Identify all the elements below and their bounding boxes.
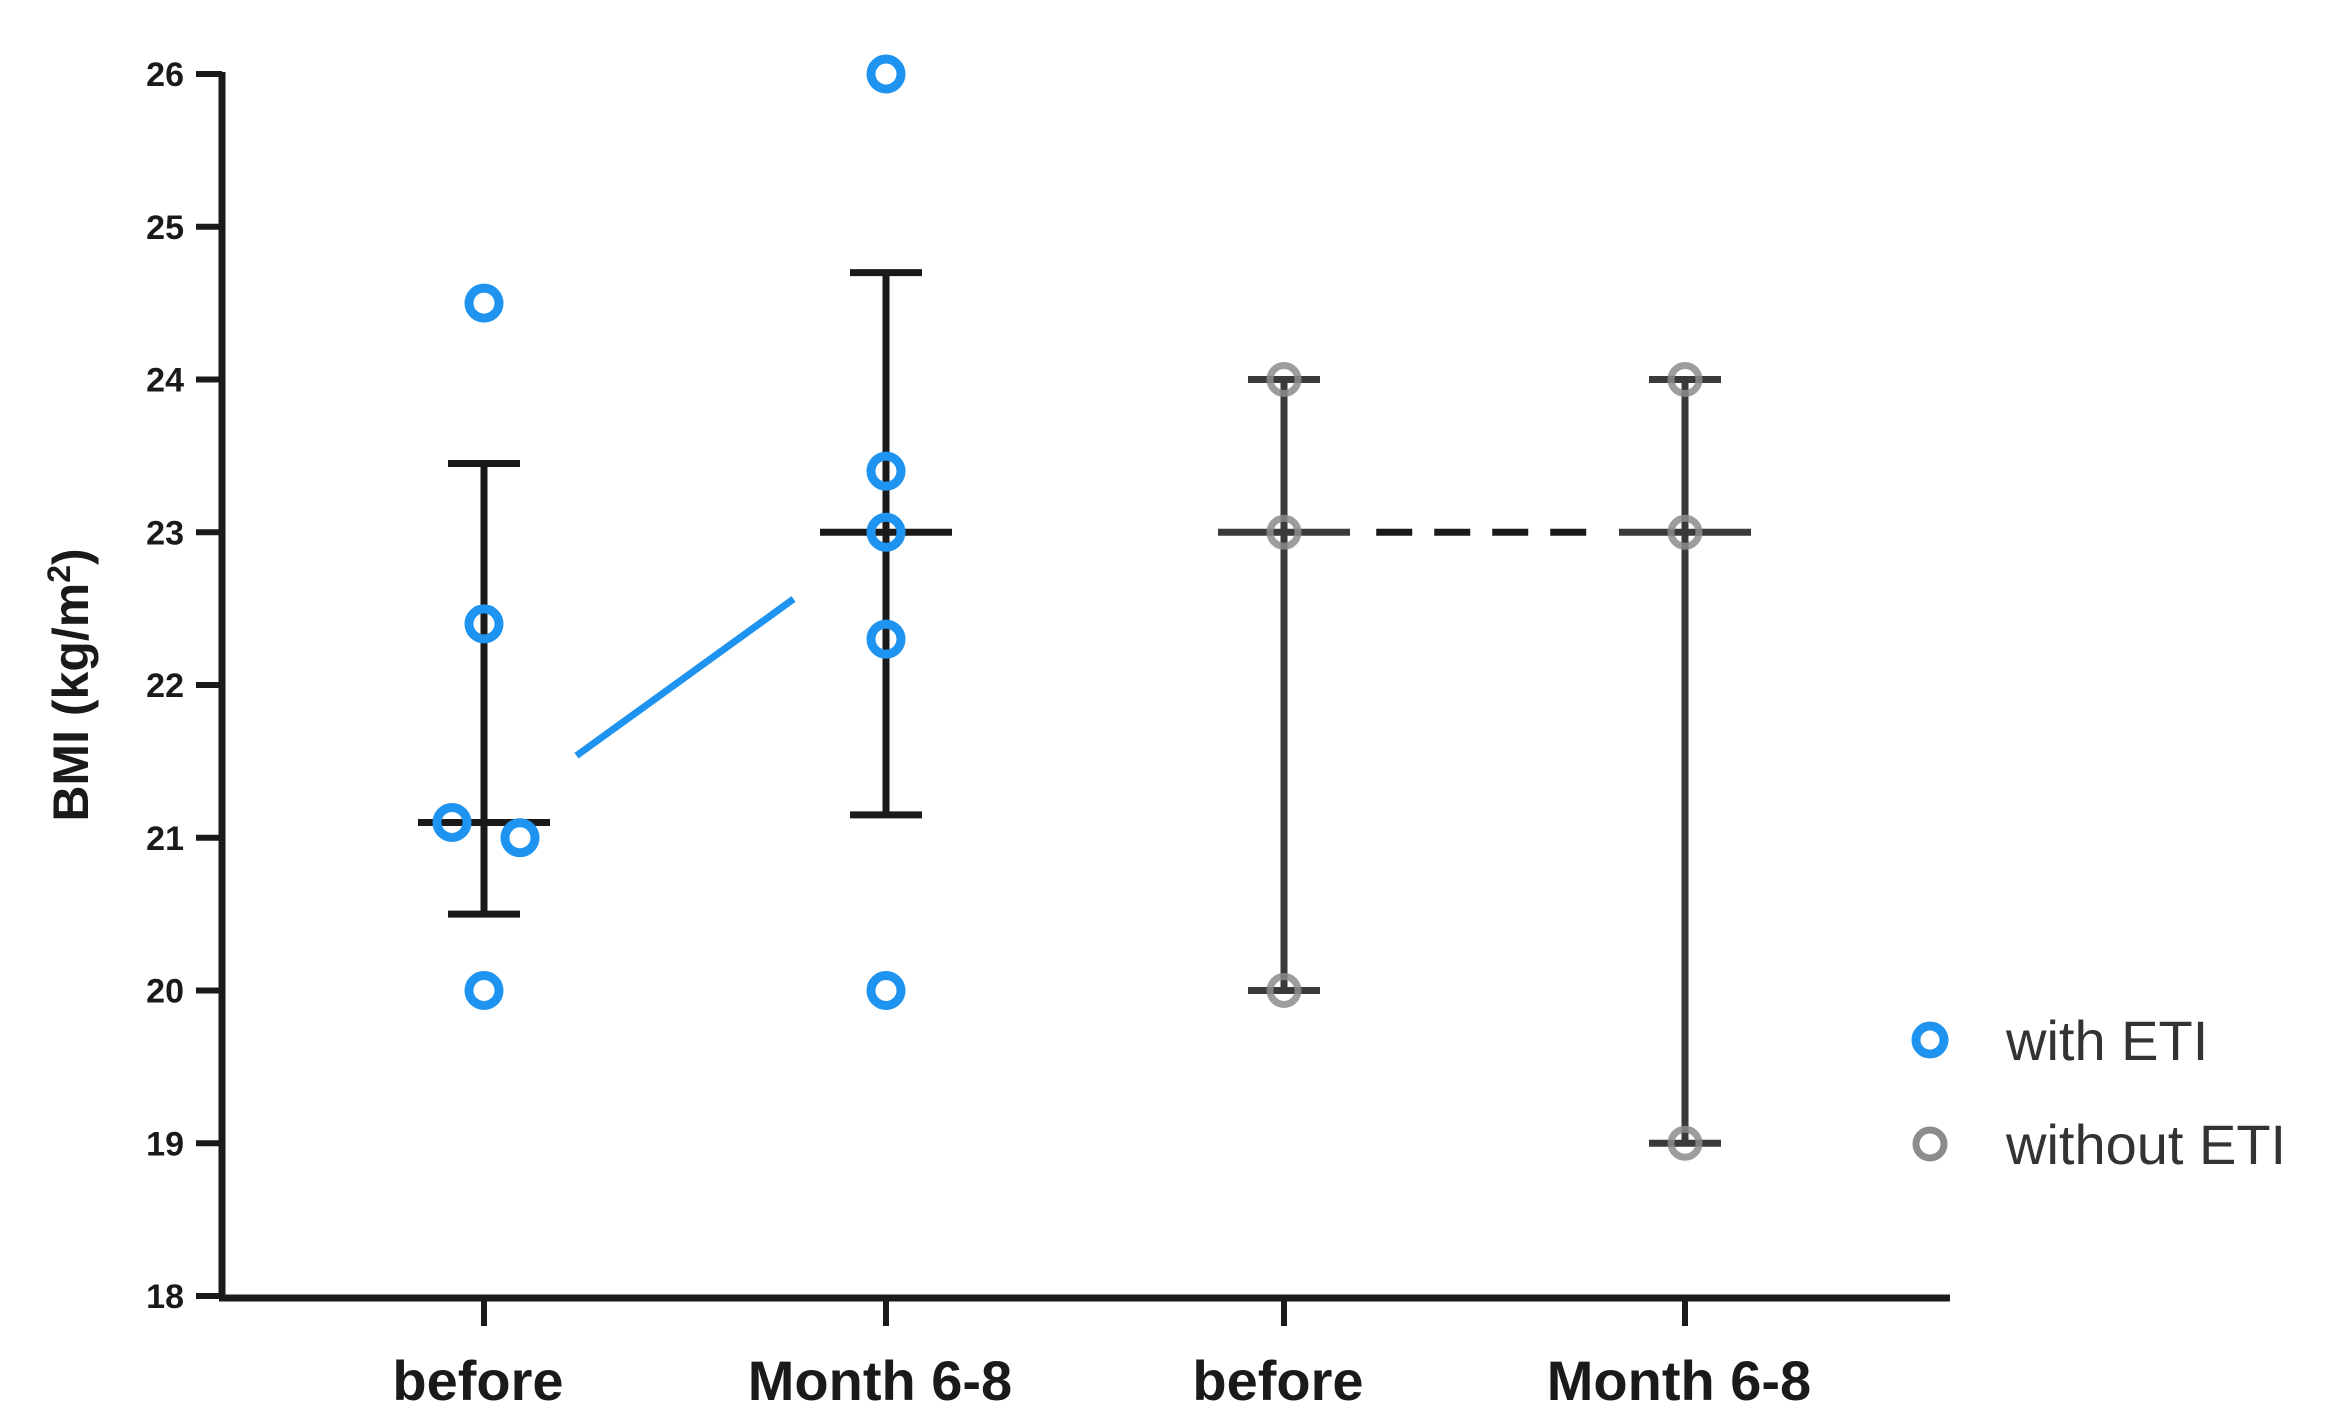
data-point-with-eti [464, 604, 504, 644]
data-point-with-eti [866, 512, 906, 552]
legend-label: without ETI [2005, 1113, 2286, 1176]
data-point-without-eti [1266, 973, 1302, 1008]
y-axis-title-sup: 2 [41, 565, 77, 583]
median-connector-with-eti [574, 596, 796, 759]
data-point-without-eti [1266, 514, 1302, 550]
axes [218, 72, 1950, 1302]
legend-marker-with-eti [1911, 1021, 1949, 1059]
data-point-with-eti [464, 971, 504, 1010]
data-point-with-eti [500, 818, 540, 858]
data-point-without-eti [1667, 514, 1703, 550]
data-point-with-eti [866, 54, 906, 94]
data-point-with-eti [866, 451, 906, 491]
y-tick-label: 25 [146, 209, 184, 247]
data-point-without-eti [1667, 1125, 1703, 1161]
data-point-without-eti [1266, 362, 1302, 397]
x-category-label: before [1192, 1349, 1363, 1412]
y-tick-label: 26 [146, 56, 184, 94]
legend-label: with ETI [2005, 1009, 2208, 1072]
connectors [574, 528, 1593, 759]
y-tick-label: 23 [146, 514, 184, 552]
x-category-label: before [392, 1349, 563, 1412]
error-bars [418, 269, 1751, 1147]
legend-marker-without-eti [1912, 1126, 1948, 1162]
y-tick-label: 24 [146, 362, 184, 400]
data-points [432, 54, 1703, 1161]
data-point-with-eti [464, 283, 504, 323]
y-tick-label: 20 [146, 973, 184, 1011]
y-tick-label: 21 [146, 820, 184, 858]
data-point-with-eti [866, 971, 906, 1010]
data-point-with-eti [432, 802, 472, 842]
x-category-label: Month 6-8 [748, 1349, 1012, 1412]
data-point-with-eti [866, 619, 906, 659]
y-tick-label: 18 [146, 1278, 184, 1316]
x-ticks: before Month 6-8 before Month 6-8 [392, 1298, 1811, 1412]
x-category-label: Month 6-8 [1547, 1349, 1811, 1412]
y-ticks: 18 19 20 21 22 23 24 25 26 [146, 56, 222, 1316]
data-point-without-eti [1667, 362, 1703, 397]
y-tick-label: 19 [146, 1125, 184, 1163]
y-tick-label: 22 [146, 667, 184, 705]
y-axis-title: BMI (kg/m2) [41, 548, 99, 821]
legend: with ETI without ETI [1911, 1009, 2286, 1176]
